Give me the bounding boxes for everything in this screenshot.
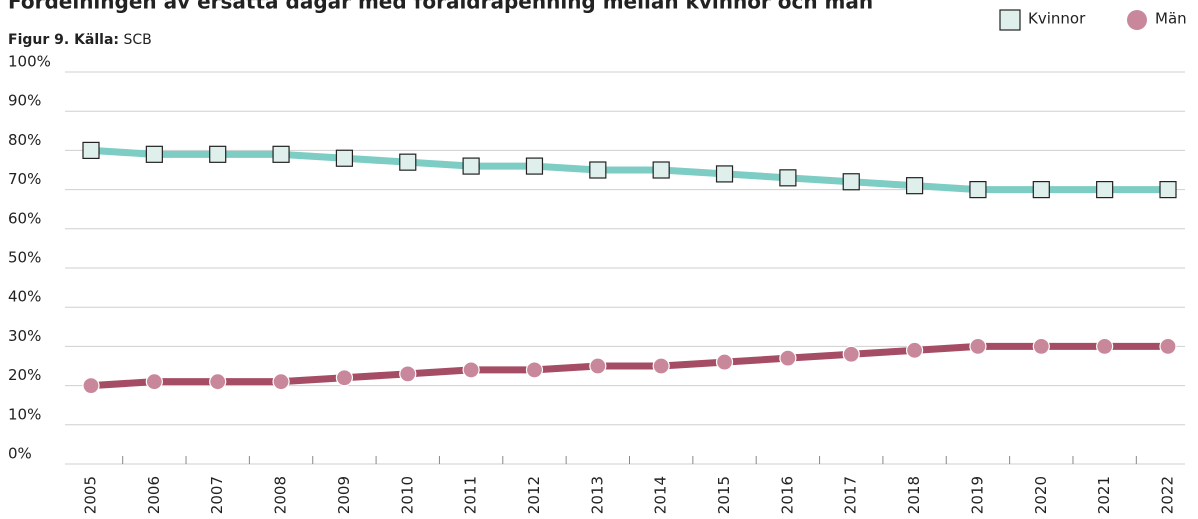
chart-title: Fördelningen av ersatta dagar med föräld…: [8, 0, 873, 14]
subtitle: Figur 9. Källa: SCB: [8, 32, 152, 48]
source: SCB: [123, 32, 151, 48]
x-tick-label: 2009: [335, 476, 353, 514]
marker: [525, 157, 544, 175]
x-tick-label: 2021: [1095, 476, 1113, 514]
marker: [905, 341, 924, 359]
marker: [1096, 337, 1114, 355]
x-tick-label: 2011: [462, 476, 480, 514]
x-tick-label: 2020: [1032, 476, 1050, 514]
x-tick-label: 2022: [1159, 476, 1177, 514]
marker: [145, 145, 163, 163]
marker: [272, 373, 290, 391]
y-tick-label: 80%: [8, 131, 41, 149]
marker: [1159, 337, 1177, 355]
marker: [589, 161, 607, 179]
source-label: Figur 9. Källa:: [8, 32, 119, 48]
marker: [652, 161, 670, 179]
marker: [1159, 181, 1177, 199]
x-tick-label: 2019: [968, 476, 986, 514]
marker: [715, 165, 734, 183]
marker: [842, 345, 860, 363]
marker: [82, 377, 100, 395]
marker: [1096, 181, 1114, 199]
y-tick-label: 50%: [8, 249, 41, 267]
series-line: [90, 342, 1168, 390]
x-tick-label: 2014: [652, 476, 670, 514]
marker: [1032, 181, 1050, 199]
marker: [715, 353, 734, 371]
x-tick-label: 2018: [905, 476, 923, 514]
marker: [335, 149, 354, 167]
marker: [335, 369, 354, 387]
y-tick-label: 60%: [8, 209, 41, 227]
marker: [589, 357, 607, 375]
y-tick-label: 90%: [8, 92, 41, 110]
x-tick-label: 2015: [715, 476, 733, 514]
series-line: [90, 146, 1168, 194]
marker: [969, 337, 987, 355]
x-tick-label: 2013: [588, 476, 606, 514]
legend-label: Kvinnor: [1028, 10, 1086, 28]
marker: [82, 141, 100, 159]
marker: [145, 373, 163, 391]
y-tick-label: 100%: [8, 53, 51, 71]
marker: [399, 365, 417, 383]
y-tick-label: 70%: [8, 170, 41, 188]
marker: [779, 349, 797, 367]
x-tick-label: 2007: [208, 476, 226, 514]
legend-swatch: [1127, 10, 1147, 30]
x-tick-label: 2006: [145, 476, 163, 514]
y-tick-label: 0%: [8, 445, 32, 463]
marker: [779, 169, 797, 187]
marker: [209, 373, 227, 391]
marker: [652, 357, 670, 375]
y-tick-label: 40%: [8, 288, 41, 306]
marker: [1032, 337, 1050, 355]
x-tick-label: 2016: [778, 476, 796, 514]
marker: [525, 361, 544, 379]
x-tick-label: 2012: [525, 476, 543, 514]
legend-swatch: [999, 9, 1021, 31]
marker: [209, 145, 227, 163]
y-tick-label: 30%: [8, 327, 41, 345]
x-tick-label: 2005: [82, 476, 100, 514]
x-tick-label: 2010: [398, 476, 416, 514]
legend-label: Män: [1155, 10, 1187, 28]
x-tick-label: 2008: [272, 476, 290, 514]
marker: [842, 173, 860, 191]
y-tick-label: 20%: [8, 366, 41, 384]
marker: [462, 361, 480, 379]
marker: [272, 145, 290, 163]
x-tick-label: 2017: [842, 476, 860, 514]
y-tick-label: 10%: [8, 405, 41, 423]
marker: [905, 177, 924, 195]
marker: [969, 181, 987, 199]
marker: [399, 153, 417, 171]
marker: [462, 157, 480, 175]
